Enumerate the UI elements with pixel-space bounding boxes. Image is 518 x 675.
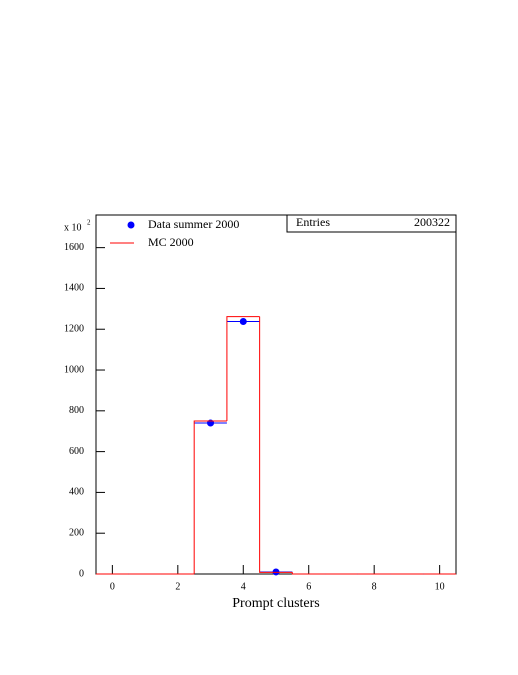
x-tick-label: 0 (110, 581, 115, 592)
stats-box (286, 214, 457, 233)
y-tick-label: 1600 (64, 242, 84, 253)
y-tick-label: 600 (69, 446, 84, 457)
y-tick-label: 0 (79, 568, 84, 579)
y-multiplier-exponent: 2 (87, 219, 91, 227)
hist-step (193, 420, 227, 574)
x-axis-label: Prompt clusters (232, 596, 320, 611)
hist-step (226, 316, 260, 422)
legend-label: Data summer 2000 (148, 217, 239, 231)
stats-value: 200322 (414, 215, 450, 229)
y-multiplier: x 10 (64, 222, 82, 233)
y-tick-label: 1000 (64, 364, 84, 375)
x-tick-label: 8 (372, 581, 377, 592)
y-tick-label: 800 (69, 405, 84, 416)
hist-step (259, 316, 293, 573)
x-tick-label: 10 (435, 581, 445, 592)
x-tick-label: 2 (175, 581, 180, 592)
hist-step (291, 572, 326, 575)
x-tick-label: 6 (306, 581, 311, 592)
legend-label: MC 2000 (148, 235, 194, 249)
stats-label: Entries (296, 215, 330, 229)
y-tick-label: 200 (69, 528, 84, 539)
y-tick-label: 1400 (64, 283, 84, 294)
y-tick-label: 1200 (64, 324, 84, 335)
x-tick-label: 4 (241, 581, 246, 592)
legend-marker (127, 221, 135, 229)
frame (95, 214, 457, 575)
data-point (239, 317, 247, 325)
y-tick-label: 400 (69, 487, 84, 498)
